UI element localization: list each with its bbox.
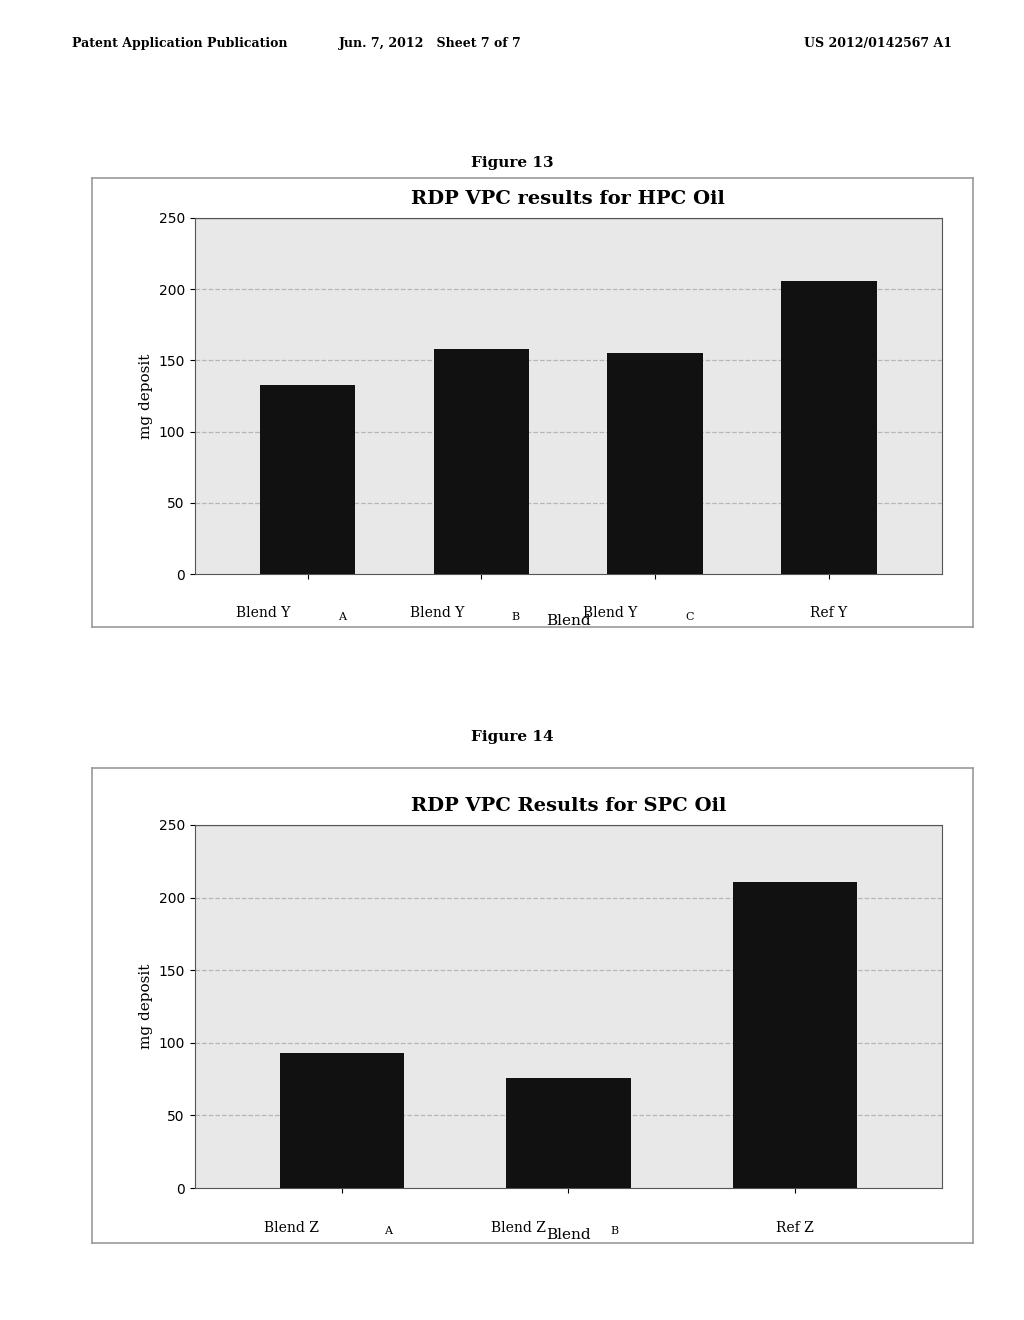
X-axis label: Blend: Blend xyxy=(546,615,591,628)
Bar xyxy=(732,882,857,1188)
Bar xyxy=(781,281,877,574)
Text: B: B xyxy=(610,1226,618,1236)
X-axis label: Blend: Blend xyxy=(546,1229,591,1242)
Text: A: A xyxy=(338,611,346,622)
Bar xyxy=(280,1053,404,1188)
Text: Blend Y: Blend Y xyxy=(584,606,638,620)
Text: Figure 13: Figure 13 xyxy=(471,156,553,170)
Text: B: B xyxy=(512,611,519,622)
Y-axis label: mg deposit: mg deposit xyxy=(139,964,153,1049)
Text: Blend Z: Blend Z xyxy=(264,1221,319,1234)
Bar xyxy=(607,354,703,574)
Text: Blend Y: Blend Y xyxy=(410,606,464,620)
Text: Blend Y: Blend Y xyxy=(236,606,290,620)
Text: Ref Z: Ref Z xyxy=(776,1221,814,1234)
Text: Figure 14: Figure 14 xyxy=(471,730,553,744)
Bar xyxy=(260,384,355,574)
Y-axis label: mg deposit: mg deposit xyxy=(139,354,153,438)
Title: RDP VPC Results for SPC Oil: RDP VPC Results for SPC Oil xyxy=(411,797,726,816)
Text: Blend Z: Blend Z xyxy=(490,1221,546,1234)
Text: US 2012/0142567 A1: US 2012/0142567 A1 xyxy=(804,37,952,50)
Bar xyxy=(433,348,529,574)
Text: Jun. 7, 2012   Sheet 7 of 7: Jun. 7, 2012 Sheet 7 of 7 xyxy=(339,37,521,50)
Text: Patent Application Publication: Patent Application Publication xyxy=(72,37,287,50)
Text: C: C xyxy=(685,611,693,622)
Title: RDP VPC results for HPC Oil: RDP VPC results for HPC Oil xyxy=(412,190,725,209)
Bar xyxy=(506,1077,631,1188)
Text: A: A xyxy=(384,1226,391,1236)
Text: Ref Y: Ref Y xyxy=(810,606,848,620)
